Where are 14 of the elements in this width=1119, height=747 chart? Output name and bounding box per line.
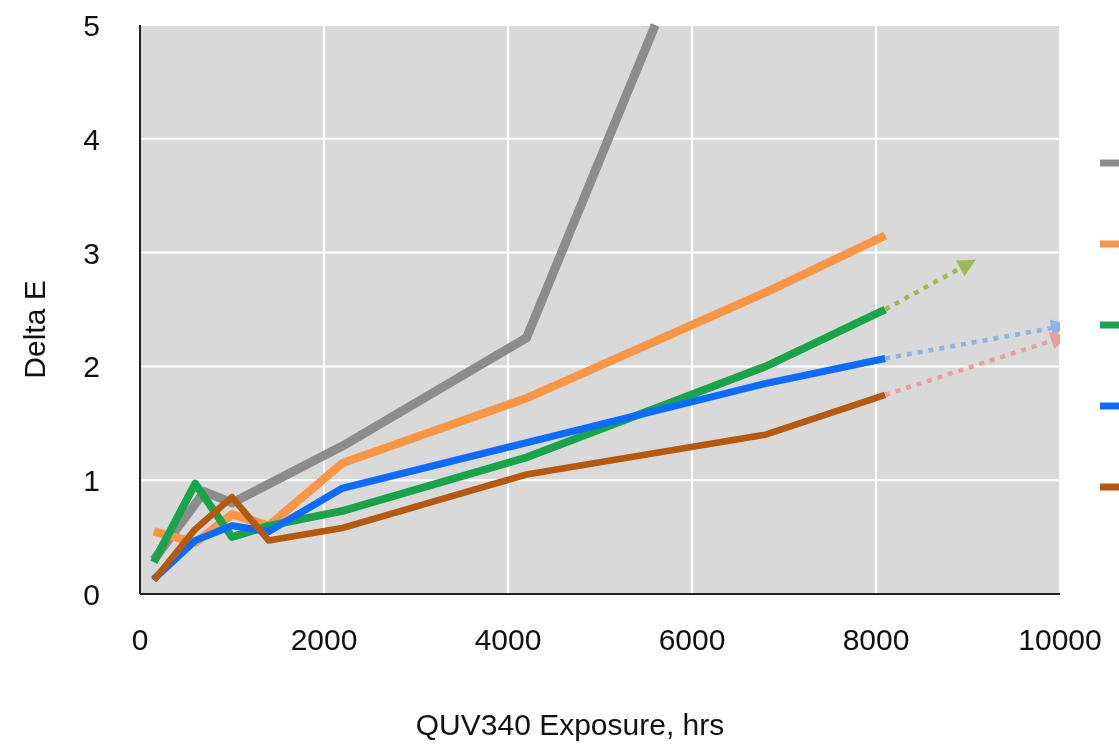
y-tick-label: 1 (83, 464, 100, 498)
x-tick-label: 10000 (1018, 623, 1102, 656)
y-axis-title: Delta E (18, 280, 51, 379)
y-tick-label: 5 (83, 9, 100, 42)
x-tick-label: 0 (131, 623, 149, 656)
x-tick-label: 6000 (658, 623, 726, 656)
y-tick-label: 2 (83, 350, 100, 384)
x-tick-label: 4000 (474, 623, 542, 656)
x-axis-title: QUV340 Exposure, hrs (415, 708, 725, 741)
y-tick-label: 0 (83, 578, 100, 611)
y-tick-label: 3 (83, 236, 100, 270)
x-tick-label: 2000 (290, 623, 358, 656)
y-tick-label: 4 (83, 122, 100, 156)
x-tick-label: 8000 (842, 623, 910, 656)
